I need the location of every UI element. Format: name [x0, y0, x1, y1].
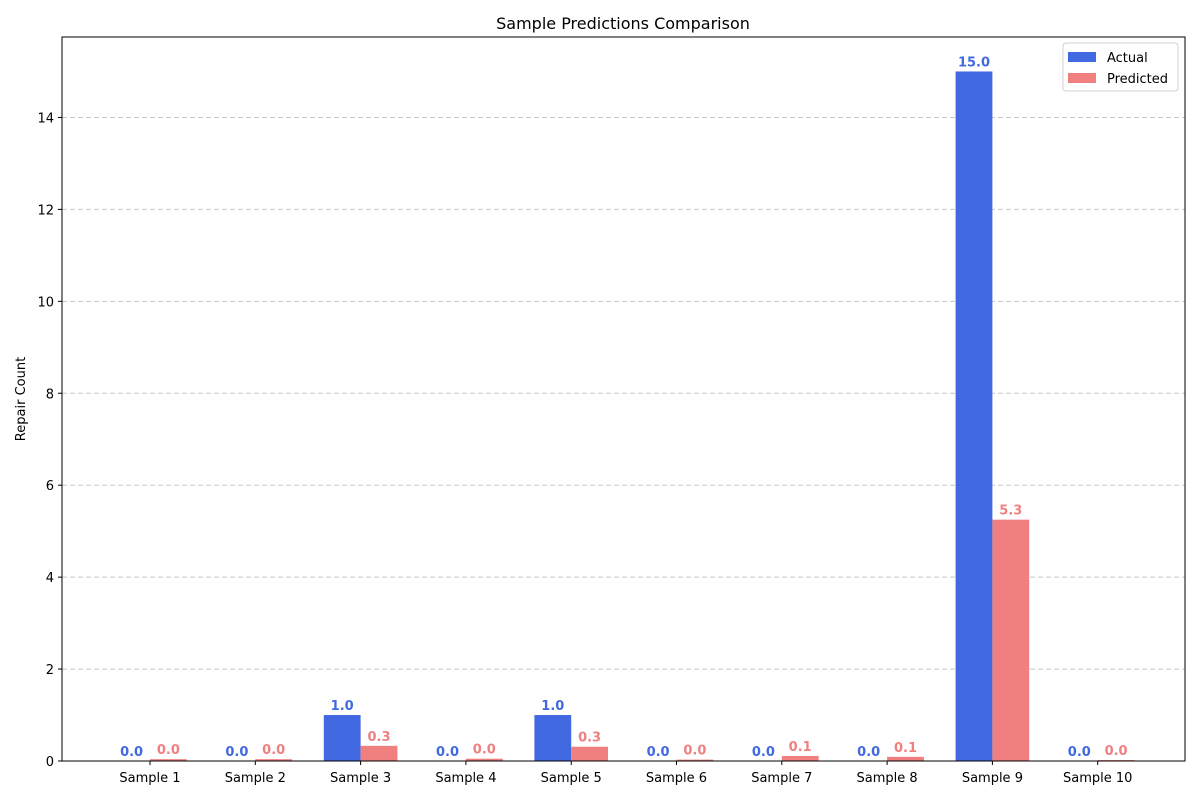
x-tick-label: Sample 2	[225, 771, 286, 786]
x-tick-label: Sample 7	[751, 771, 812, 786]
bar-labels: 0.0 0.0 1.0 0.0 1.0 0.0 0.0 0.0 15.0 0.0 0.0 0.0 0.3…	[120, 55, 1128, 760]
y-tick-label: 0	[46, 755, 54, 770]
bar-value-label: 0.0	[262, 743, 285, 758]
bar-predicted	[781, 755, 819, 761]
x-tick-label: Sample 5	[541, 771, 602, 786]
bar-value-label: 1.0	[541, 699, 564, 714]
bar-value-label: 0.0	[120, 745, 143, 760]
gridlines	[62, 116, 1185, 670]
legend-swatch	[1068, 52, 1096, 62]
chart-title: Sample Predictions Comparison	[496, 14, 750, 33]
legend-swatch	[1068, 73, 1096, 83]
x-tick-label: Sample 3	[330, 771, 391, 786]
bar-value-label: 0.0	[857, 745, 880, 760]
bar-predicted	[676, 759, 714, 761]
y-tick-label: 2	[46, 663, 54, 678]
legend-entry-label: Actual	[1107, 51, 1148, 66]
bar-value-label: 0.0	[436, 745, 459, 760]
x-tick-label: Sample 9	[962, 771, 1023, 786]
plot-frame	[61, 36, 1186, 762]
bar-value-label: 0.0	[157, 743, 180, 758]
bar-value-label: 1.0	[331, 699, 354, 714]
x-tick-label: Sample 10	[1063, 771, 1132, 786]
bar-value-label: 0.0	[473, 743, 496, 758]
y-tick-label: 14	[37, 111, 54, 126]
bar-value-label: 0.3	[578, 731, 601, 746]
bars	[150, 71, 1135, 761]
bar-value-label: 0.3	[367, 730, 390, 745]
axes: 0 2 4 6 8 10 12 14 Sample 1 Sample 2 Sample 3 Sampl…	[37, 36, 1186, 786]
bar-value-label: 0.0	[1068, 745, 1091, 760]
y-tick-label: 6	[46, 479, 54, 494]
y-tick-label: 10	[37, 295, 54, 310]
bar-actual	[955, 71, 993, 761]
bar-predicted	[360, 745, 398, 761]
bar-value-label: 0.0	[1105, 744, 1128, 759]
bar-predicted	[255, 759, 293, 761]
bar-value-label: 0.0	[752, 745, 775, 760]
bar-value-label: 15.0	[958, 55, 990, 70]
x-tick-label: Sample 8	[857, 771, 918, 786]
y-tick-label: 8	[46, 387, 54, 402]
bar-value-label: 5.3	[999, 504, 1022, 519]
bar-predicted	[571, 746, 608, 761]
bar-value-label: 0.0	[647, 745, 670, 760]
bar-predicted	[887, 756, 924, 761]
y-tick-label: 4	[46, 571, 54, 586]
bar-value-label: 0.0	[683, 744, 706, 759]
bar-actual	[323, 715, 361, 761]
x-tick-label: Sample 4	[435, 771, 496, 786]
bar-predicted	[992, 519, 1030, 761]
bar-actual	[534, 715, 572, 761]
bar-value-label: 0.0	[225, 745, 248, 760]
x-tick-label: Sample 1	[119, 771, 180, 786]
legend: Actual Predicted	[1062, 42, 1179, 92]
bar-value-label: 0.1	[789, 740, 812, 755]
bar-predicted	[465, 758, 503, 761]
bar-predicted	[150, 759, 187, 761]
bar-value-label: 0.1	[894, 741, 917, 756]
y-tick-label: 12	[37, 203, 54, 218]
x-tick-label: Sample 6	[646, 771, 707, 786]
y-axis-label: Repair Count	[14, 357, 29, 441]
legend-entry-label: Predicted	[1107, 72, 1168, 87]
